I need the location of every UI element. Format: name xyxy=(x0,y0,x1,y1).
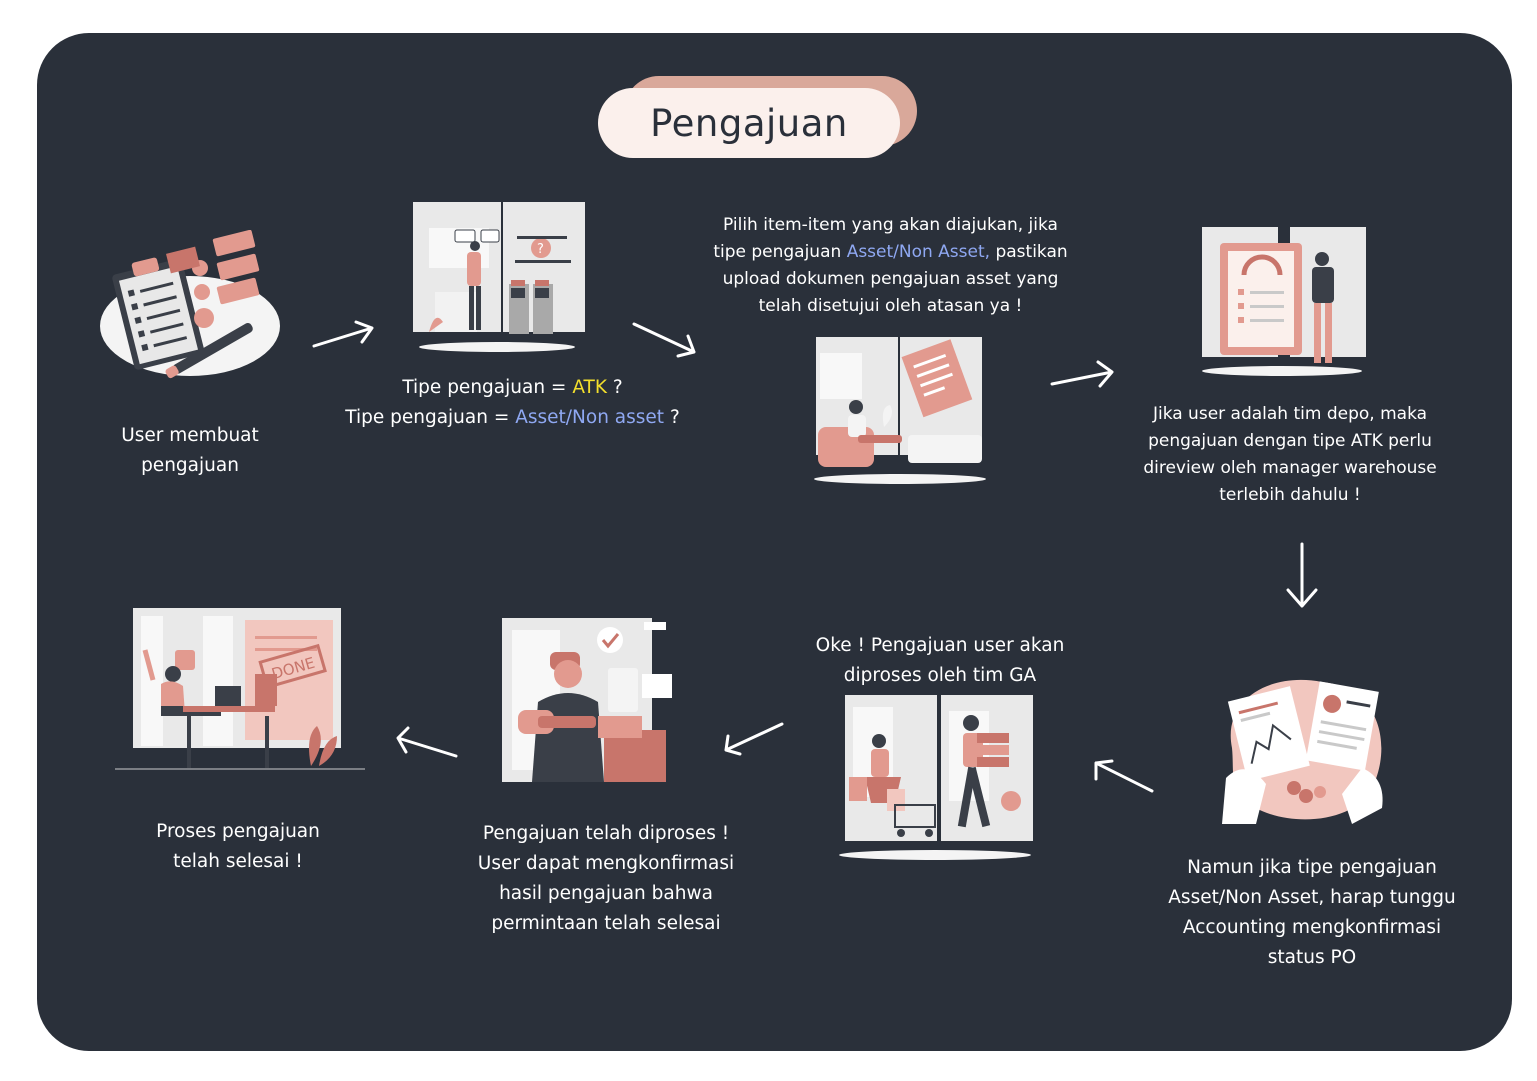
step1-line2: pengajuan xyxy=(141,455,239,476)
arrow-left-icon xyxy=(724,722,784,756)
step5-line2: Asset/Non Asset, harap tunggu xyxy=(1168,887,1456,908)
step6-line2: diproses oleh tim GA xyxy=(843,665,1037,686)
step7-line3: hasil pengajuan bahwa xyxy=(499,883,713,904)
step1-text: User membuat pengajuan xyxy=(80,421,300,481)
arrow-left-icon xyxy=(396,726,458,758)
yes-no-decision-illustration: ? xyxy=(413,202,585,352)
step4-line2: pengajuan dengan tipe ATK perlu xyxy=(1148,431,1432,451)
delivery-confirm-illustration xyxy=(502,618,672,782)
step5-line1: Namun jika tipe pengajuan xyxy=(1187,857,1437,878)
step2-text: Tipe pengajuan = ATK ? Tipe pengajuan = … xyxy=(310,373,715,433)
atk-highlight: ATK xyxy=(572,377,607,398)
step3-text: Pilih item-item yang akan diajukan, jika… xyxy=(678,212,1103,320)
step8-line2: telah selesai ! xyxy=(173,851,303,872)
arrow-left-icon xyxy=(1094,759,1154,793)
step4-line3: direview oleh manager warehouse xyxy=(1143,458,1437,478)
step3-line2: tipe pengajuan Asset/Non Asset, pastikan xyxy=(713,242,1068,262)
accounting-report-illustration xyxy=(1222,679,1383,824)
step1-line1: User membuat xyxy=(121,425,259,446)
asset-highlight: Asset/Non Asset, xyxy=(846,242,991,262)
step4-text: Jika user adalah tim depo, maka pengajua… xyxy=(1120,401,1460,509)
page-title: Pengajuan xyxy=(598,88,900,158)
step8-text: Proses pengajuan telah selesai ! xyxy=(122,817,354,877)
step3-line4: telah disetujui oleh atasan ya ! xyxy=(758,296,1023,316)
step5-text: Namun jika tipe pengajuan Asset/Non Asse… xyxy=(1142,853,1482,973)
arrow-right-icon xyxy=(632,322,696,358)
step6-text: Oke ! Pengajuan user akan diproses oleh … xyxy=(790,631,1090,691)
step7-text: Pengajuan telah diproses ! User dapat me… xyxy=(450,819,762,939)
step7-line4: permintaan telah selesai xyxy=(491,913,721,934)
step8-line1: Proses pengajuan xyxy=(156,821,320,842)
step7-line2: User dapat mengkonfirmasi xyxy=(477,853,735,874)
arrow-right-icon xyxy=(1050,360,1114,388)
manager-review-illustration xyxy=(1202,227,1366,376)
done-celebration-illustration: DONE xyxy=(115,608,365,770)
step4-line1: Jika user adalah tim depo, maka xyxy=(1152,404,1428,424)
asset-highlight: Asset/Non asset xyxy=(515,407,665,428)
step6-line1: Oke ! Pengajuan user akan xyxy=(815,635,1065,656)
document-upload-illustration xyxy=(814,337,986,484)
step5-line4: status PO xyxy=(1267,947,1357,968)
step2-line1: Tipe pengajuan = ATK ? xyxy=(402,377,623,398)
step3-line1: Pilih item-item yang akan diajukan, jika xyxy=(723,215,1058,235)
step3-line3: upload dokumen pengajuan asset yang xyxy=(722,269,1059,289)
step5-line3: Accounting mengkonfirmasi xyxy=(1182,917,1442,938)
shopping-process-illustration xyxy=(839,695,1033,860)
flow-panel xyxy=(37,33,1512,1051)
checklist-review-illustration xyxy=(100,230,280,379)
step7-line1: Pengajuan telah diproses ! xyxy=(482,823,730,844)
svg-text:?: ? xyxy=(537,242,544,257)
arrow-down-icon xyxy=(1286,542,1318,608)
arrow-right-icon xyxy=(312,320,374,348)
step2-line2: Tipe pengajuan = Asset/Non asset ? xyxy=(345,407,680,428)
step4-line4: terlebih dahulu ! xyxy=(1219,485,1361,505)
